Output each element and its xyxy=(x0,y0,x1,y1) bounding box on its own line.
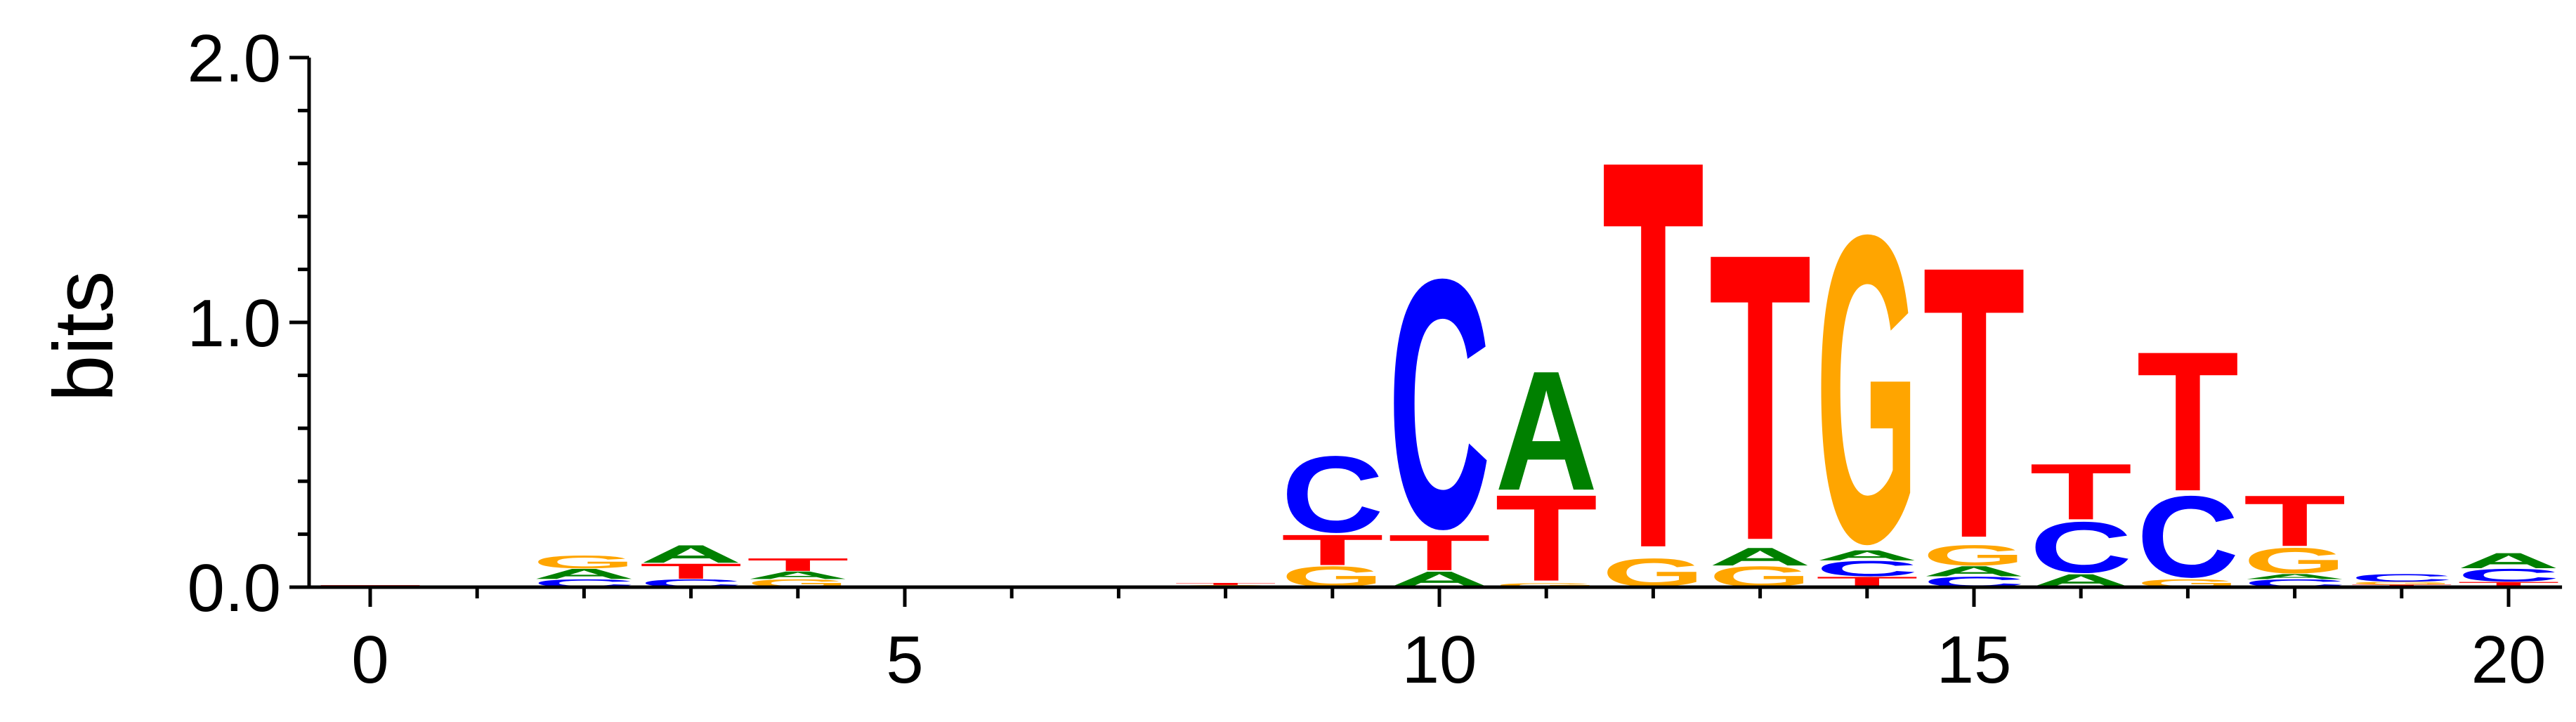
logo-letter-g: G xyxy=(1923,539,2025,572)
x-tick-label: 20 xyxy=(2471,622,2546,697)
logo-letter-t: T xyxy=(1281,525,1384,574)
x-tick-label: 0 xyxy=(351,622,388,697)
logo-letter-t: T xyxy=(640,559,743,584)
logo-letter-t: T xyxy=(1923,187,2025,620)
y-tick-label: 2.0 xyxy=(188,21,281,96)
logo-letter-t: T xyxy=(1495,469,1597,607)
logo-letter-t: T xyxy=(1388,525,1491,582)
logo-letter-g: G xyxy=(2244,541,2346,582)
logo-letter-a: A xyxy=(532,566,635,582)
logo-letter-g: G xyxy=(1816,143,1918,634)
logo-letter-c: C xyxy=(1388,205,1491,603)
x-tick-label: 15 xyxy=(1937,622,2012,697)
logo-letter-c: C xyxy=(2457,565,2560,586)
logo-letter-c: C xyxy=(2351,572,2453,584)
logo-letter-t: T xyxy=(1175,582,1277,586)
logo-letter-a: A xyxy=(2244,572,2346,581)
x-tick-label: 5 xyxy=(886,622,923,697)
logo-letter-t: T xyxy=(1709,169,1812,626)
logo-letter-c: C xyxy=(1281,434,1384,556)
logo-letter-t: T xyxy=(2029,447,2132,537)
y-axis-title: bits xyxy=(37,271,131,402)
x-tick-label: 10 xyxy=(1402,622,1477,697)
logo-letter-a: A xyxy=(1495,336,1597,527)
logo-letter-t: T xyxy=(2136,310,2239,533)
logo-letter-c: C xyxy=(2029,507,2132,588)
logo-letter-t: T xyxy=(1602,44,1704,664)
logo-letter-a: A xyxy=(1816,547,1918,563)
axes: 0.0 1.0 2.0 0 5 10 15 20 xyxy=(188,21,2563,697)
y-tick-label: 0.0 xyxy=(188,551,281,626)
logo-letter-g: G xyxy=(532,552,635,572)
logo-letter-a: A xyxy=(2457,549,2560,573)
x-axis-ticks: 0 5 10 15 20 xyxy=(351,587,2546,697)
logo-letter-t: T xyxy=(2244,480,2346,562)
logo-letter-g: G xyxy=(2351,581,2453,585)
logo-letter-g: G xyxy=(1495,582,1597,589)
y-axis-ticks: 0.0 1.0 2.0 xyxy=(188,21,309,626)
logo-letter-t: T xyxy=(747,555,849,575)
y-tick-label: 1.0 xyxy=(188,286,281,361)
logo-letter-a: A xyxy=(1923,563,2025,579)
logo-letter-c: C xyxy=(2136,473,2239,602)
logo-letter-a: A xyxy=(1709,542,1812,570)
logo-letter-t: T xyxy=(2457,580,2560,589)
logo-letter-a: A xyxy=(640,540,743,568)
logo-letter-c: C xyxy=(1816,556,1918,581)
logo-letter-a: A xyxy=(747,569,849,581)
